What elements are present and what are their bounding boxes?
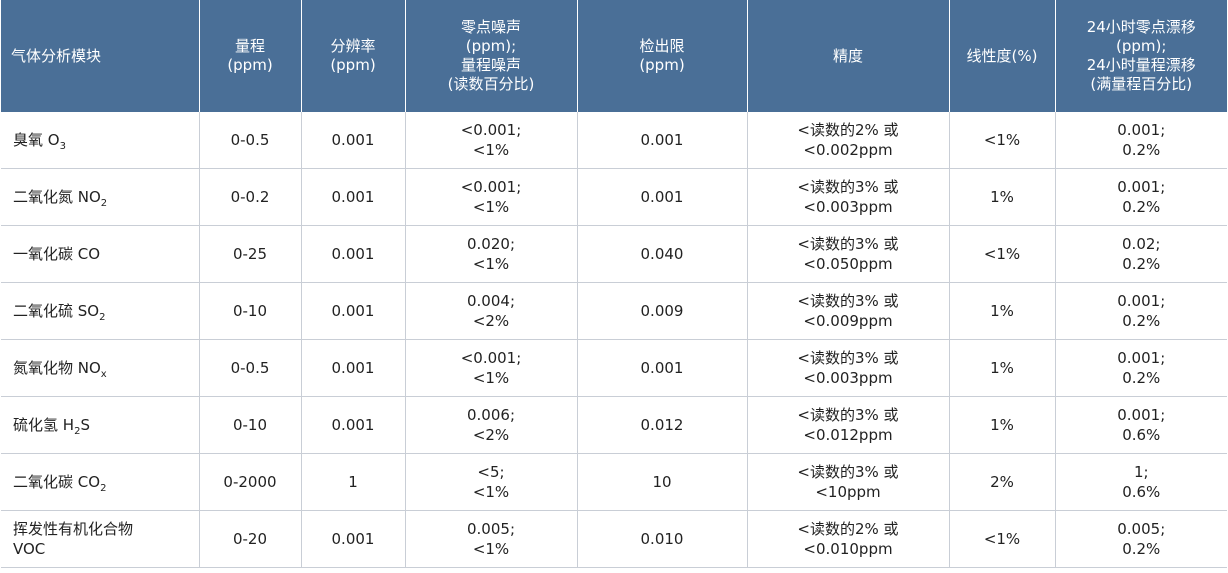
cell-range: 0-10: [199, 396, 302, 454]
header-detection-limit: 检出限 (ppm): [577, 0, 748, 112]
cell-noise: <0.001; <1%: [405, 168, 578, 226]
cell-precision: <读数的3% 或 <0.003ppm: [747, 168, 950, 226]
cell-noise: <0.001; <1%: [405, 112, 578, 169]
cell-gas: 二氧化氮 NO2: [1, 168, 200, 226]
cell-precision: <读数的2% 或 <0.010ppm: [747, 510, 950, 568]
cell-resolution: 0.001: [301, 112, 406, 169]
table-body: 臭氧 O3 0-0.5 0.001 <0.001; <1% 0.001 <读数的…: [1, 112, 1227, 568]
cell-gas: 硫化氢 H2S: [1, 396, 200, 454]
cell-noise: 0.005; <1%: [405, 510, 578, 568]
cell-range: 0-2000: [199, 453, 302, 511]
cell-range: 0-20: [199, 510, 302, 568]
cell-linearity: <1%: [949, 510, 1056, 568]
cell-linearity: 1%: [949, 396, 1056, 454]
cell-drift: 0.001; 0.2%: [1055, 339, 1227, 397]
cell-drift: 0.005; 0.2%: [1055, 510, 1227, 568]
cell-drift: 0.001; 0.6%: [1055, 396, 1227, 454]
cell-resolution: 0.001: [301, 282, 406, 340]
cell-detection: 0.001: [577, 168, 748, 226]
header-row: 气体分析模块 量程 (ppm) 分辨率 (ppm) 零点噪声 (ppm); 量程…: [1, 0, 1227, 112]
table-row: 二氧化硫 SO2 0-10 0.001 0.004; <2% 0.009 <读数…: [1, 282, 1227, 340]
cell-gas: 一氧化碳 CO: [1, 225, 200, 283]
cell-gas: 二氧化碳 CO2: [1, 453, 200, 511]
table-row: 挥发性有机化合物 VOC 0-20 0.001 0.005; <1% 0.010…: [1, 510, 1227, 568]
cell-noise: <0.001; <1%: [405, 339, 578, 397]
cell-resolution: 0.001: [301, 510, 406, 568]
cell-resolution: 0.001: [301, 396, 406, 454]
cell-range: 0-0.2: [199, 168, 302, 226]
table-row: 一氧化碳 CO 0-25 0.001 0.020; <1% 0.040 <读数的…: [1, 225, 1227, 283]
cell-detection: 0.001: [577, 112, 748, 169]
cell-resolution: 0.001: [301, 168, 406, 226]
header-range: 量程 (ppm): [199, 0, 302, 112]
cell-gas: 二氧化硫 SO2: [1, 282, 200, 340]
cell-linearity: <1%: [949, 225, 1056, 283]
cell-resolution: 0.001: [301, 339, 406, 397]
cell-drift: 0.001; 0.2%: [1055, 112, 1227, 169]
cell-precision: <读数的2% 或 <0.002ppm: [747, 112, 950, 169]
cell-linearity: 1%: [949, 282, 1056, 340]
cell-gas: 氮氧化物 NOx: [1, 339, 200, 397]
cell-range: 0-25: [199, 225, 302, 283]
cell-noise: 0.006; <2%: [405, 396, 578, 454]
cell-detection: 0.009: [577, 282, 748, 340]
cell-noise: 0.004; <2%: [405, 282, 578, 340]
cell-precision: <读数的3% 或 <0.003ppm: [747, 339, 950, 397]
cell-precision: <读数的3% 或 <10ppm: [747, 453, 950, 511]
cell-linearity: <1%: [949, 112, 1056, 169]
table-row: 氮氧化物 NOx 0-0.5 0.001 <0.001; <1% 0.001 <…: [1, 339, 1227, 397]
cell-drift: 0.001; 0.2%: [1055, 168, 1227, 226]
cell-range: 0-0.5: [199, 112, 302, 169]
cell-precision: <读数的3% 或 <0.050ppm: [747, 225, 950, 283]
header-resolution: 分辨率 (ppm): [301, 0, 406, 112]
cell-precision: <读数的3% 或 <0.012ppm: [747, 396, 950, 454]
cell-noise: <5; <1%: [405, 453, 578, 511]
cell-range: 0-10: [199, 282, 302, 340]
cell-detection: 10: [577, 453, 748, 511]
cell-drift: 1; 0.6%: [1055, 453, 1227, 511]
table-row: 硫化氢 H2S 0-10 0.001 0.006; <2% 0.012 <读数的…: [1, 396, 1227, 454]
cell-drift: 0.02; 0.2%: [1055, 225, 1227, 283]
cell-linearity: 1%: [949, 339, 1056, 397]
header-drift: 24小时零点漂移 (ppm); 24小时量程漂移 (满量程百分比): [1055, 0, 1227, 112]
cell-detection: 0.040: [577, 225, 748, 283]
table-row: 二氧化碳 CO2 0-2000 1 <5; <1% 10 <读数的3% 或 <1…: [1, 453, 1227, 511]
table-row: 二氧化氮 NO2 0-0.2 0.001 <0.001; <1% 0.001 <…: [1, 168, 1227, 226]
cell-linearity: 2%: [949, 453, 1056, 511]
header-noise: 零点噪声 (ppm); 量程噪声 (读数百分比): [405, 0, 578, 112]
table-row: 臭氧 O3 0-0.5 0.001 <0.001; <1% 0.001 <读数的…: [1, 112, 1227, 169]
cell-gas: 臭氧 O3: [1, 112, 200, 169]
cell-gas: 挥发性有机化合物 VOC: [1, 510, 200, 568]
cell-detection: 0.012: [577, 396, 748, 454]
cell-resolution: 1: [301, 453, 406, 511]
cell-range: 0-0.5: [199, 339, 302, 397]
header-precision: 精度: [747, 0, 950, 112]
cell-detection: 0.001: [577, 339, 748, 397]
cell-precision: <读数的3% 或 <0.009ppm: [747, 282, 950, 340]
cell-detection: 0.010: [577, 510, 748, 568]
cell-linearity: 1%: [949, 168, 1056, 226]
cell-resolution: 0.001: [301, 225, 406, 283]
header-linearity: 线性度(%): [949, 0, 1056, 112]
cell-drift: 0.001; 0.2%: [1055, 282, 1227, 340]
cell-noise: 0.020; <1%: [405, 225, 578, 283]
header-gas-module: 气体分析模块: [1, 0, 200, 112]
